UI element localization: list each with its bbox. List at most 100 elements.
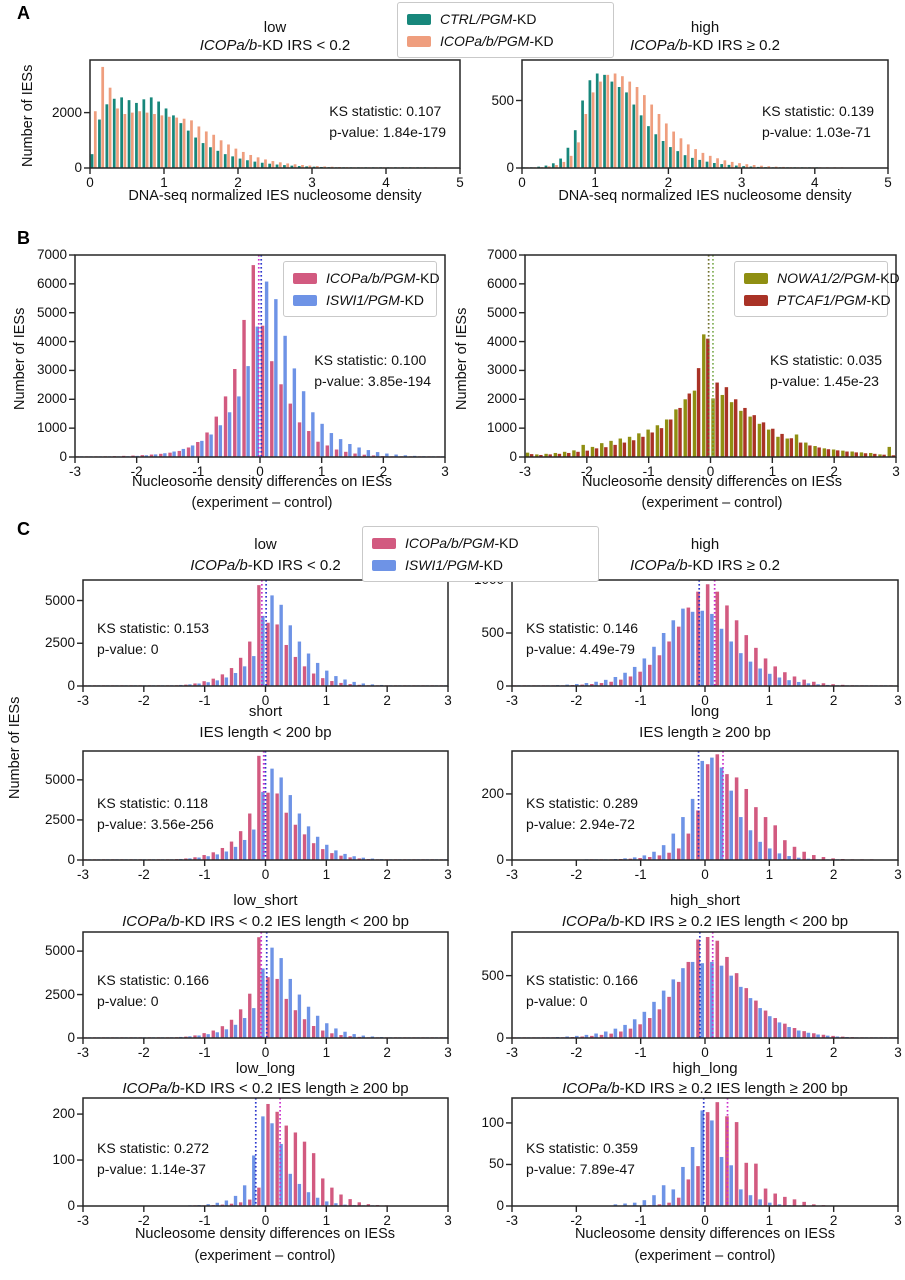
y-tick-label: 3000 (486, 362, 517, 378)
y-axis-label: Number of IESs (454, 307, 470, 410)
histogram-bars-series-1 (584, 757, 840, 860)
legend-label: ICOPa/b/PGM-KD (326, 270, 440, 286)
x-tick-label: 1 (322, 693, 331, 708)
plot-title-line1: high_long (672, 1060, 738, 1077)
x-tick-label: 2 (379, 464, 388, 479)
gene-name-italic: ICOPa/b/PGM (440, 33, 530, 49)
y-tick-label: 0 (59, 449, 67, 464)
panel-label-b: B (17, 228, 30, 248)
x-tick-label: -2 (570, 867, 583, 882)
x-tick-label: -1 (634, 1213, 647, 1228)
y-tick-label: 1000 (36, 420, 67, 436)
x-tick-label: 3 (892, 464, 900, 479)
y-tick-label: 0 (496, 678, 504, 693)
ks-statistic-text: KS statistic: 0.139 p-value: 1.03e-71 (762, 101, 874, 143)
ks-statistic-line: KS statistic: 0.359 (526, 1140, 639, 1156)
gene-name-italic: ICOPa/b (630, 557, 688, 574)
x-tick-label: 0 (701, 867, 709, 882)
x-tick-label: 3 (444, 867, 452, 882)
x-tick-label: -2 (137, 1213, 150, 1228)
label-text: -KD IRS < 0.2 (247, 557, 341, 574)
x-tick-label: 3 (894, 693, 902, 708)
x-tick-label: 4 (382, 175, 390, 190)
x-tick-label: 0 (518, 175, 526, 190)
x-tick-label: 3 (894, 1045, 902, 1060)
ks-statistic-line: KS statistic: 0.118 (97, 795, 209, 811)
y-tick-label: 1000 (486, 420, 517, 436)
x-tick-label: 2 (664, 175, 673, 190)
gene-name-italic: ISWI1/PGM (405, 557, 479, 573)
y-tick-label: 5000 (44, 943, 75, 959)
y-tick-label: 500 (491, 92, 514, 108)
legend-swatch (372, 537, 396, 549)
x-tick-label: 1 (765, 693, 774, 708)
ks-statistic-line: KS statistic: 0.153 (97, 620, 210, 636)
x-tick-label: 3 (894, 867, 902, 882)
y-tick-label: 2500 (44, 635, 75, 651)
x-tick-label: 1 (768, 464, 777, 479)
legend-label: ISWI1/PGM-KD (405, 557, 503, 573)
y-tick-label: 0 (67, 1030, 75, 1045)
label-text: -KD (399, 292, 425, 308)
legend-entry: NOWA1/2/PGM-KD (744, 267, 900, 289)
histogram-bars-series-0 (647, 1102, 826, 1206)
panel-label-c: C (17, 519, 30, 539)
histogram-bars-series-1 (87, 768, 448, 861)
y-tick-label: 200 (481, 785, 504, 801)
x-tick-label: 1 (591, 175, 599, 190)
plot-title-line2: ICOPa/b-KD IRS < 0.2 (75, 37, 475, 54)
histogram-bars-series-1 (529, 338, 896, 457)
plot-title-line2: ICOPa/b-KD IRS ≥ 0.2 (505, 37, 905, 54)
histogram-bars-series-1 (87, 947, 448, 1038)
p-value-line: p-value: 2.94e-72 (526, 816, 635, 832)
p-value-line: p-value: 3.56e-256 (97, 816, 214, 832)
p-value-line: p-value: 1.03e-71 (761, 124, 871, 140)
histogram-plot-C-low-long (77, 1097, 449, 1212)
x-tick-label: 3 (444, 1213, 452, 1228)
p-value-line: p-value: 0 (526, 993, 588, 1009)
histogram-bars-series-0 (512, 936, 893, 1038)
x-tick-label: -1 (192, 464, 205, 479)
y-tick-label: 0 (67, 852, 75, 867)
y-tick-label: 2000 (486, 391, 517, 407)
x-tick-label: 4 (811, 175, 819, 190)
y-tick-label: 0 (496, 1030, 504, 1045)
gene-name-italic: PTCAF1/PGM (777, 292, 867, 308)
x-tick-label: 1 (765, 1213, 774, 1228)
x-tick-label: -3 (518, 464, 531, 479)
legend-swatch (372, 559, 396, 571)
legend-label: NOWA1/2/PGM-KD (777, 270, 900, 286)
x-tick-label: -2 (570, 1213, 583, 1228)
ks-statistic-text: KS statistic: 0.289 p-value: 2.94e-72 (526, 793, 638, 835)
gene-name-italic: ICOPa/b (630, 37, 688, 54)
ks-statistic-line: KS statistic: 0.107 (329, 103, 442, 119)
label-text: -KD (866, 292, 891, 308)
p-value-line: p-value: 1.45e-23 (769, 373, 879, 389)
y-tick-label: 7000 (36, 247, 67, 262)
gene-name-italic: ICOPa/b (561, 913, 620, 930)
x-axis-label: (experiment – control) (634, 1248, 776, 1264)
legend-entry: ICOPa/b/PGM-KD (372, 532, 589, 554)
y-tick-label: 0 (67, 1198, 75, 1213)
x-tick-label: 0 (261, 693, 270, 708)
y-tick-label: 0 (506, 160, 514, 175)
histogram-plot-C-low-short (77, 931, 449, 1044)
x-tick-label: 1 (160, 175, 168, 190)
gene-name-italic: ICOPa/b (562, 1080, 620, 1097)
histogram-plot-C-high (506, 579, 899, 692)
x-tick-label: 0 (86, 175, 94, 190)
plot-title-line1: short (248, 703, 283, 720)
histogram-plot-B-right (519, 254, 897, 463)
x-tick-label: 0 (701, 1045, 709, 1060)
x-tick-label: -2 (580, 464, 593, 479)
x-tick-label: 1 (317, 464, 326, 479)
plot-title-line1: long (690, 703, 720, 720)
y-tick-label: 2000 (51, 104, 82, 120)
legend-label: PTCAF1/PGM-KD (777, 292, 891, 308)
y-tick-label: 5000 (44, 592, 75, 608)
x-tick-label: 2 (829, 693, 838, 708)
x-tick-label: 2 (383, 1045, 391, 1060)
plot-title-line1: low (263, 19, 287, 36)
legend-label: ISWI1/PGM-KD (326, 292, 424, 308)
y-tick-label: 2500 (44, 986, 75, 1002)
